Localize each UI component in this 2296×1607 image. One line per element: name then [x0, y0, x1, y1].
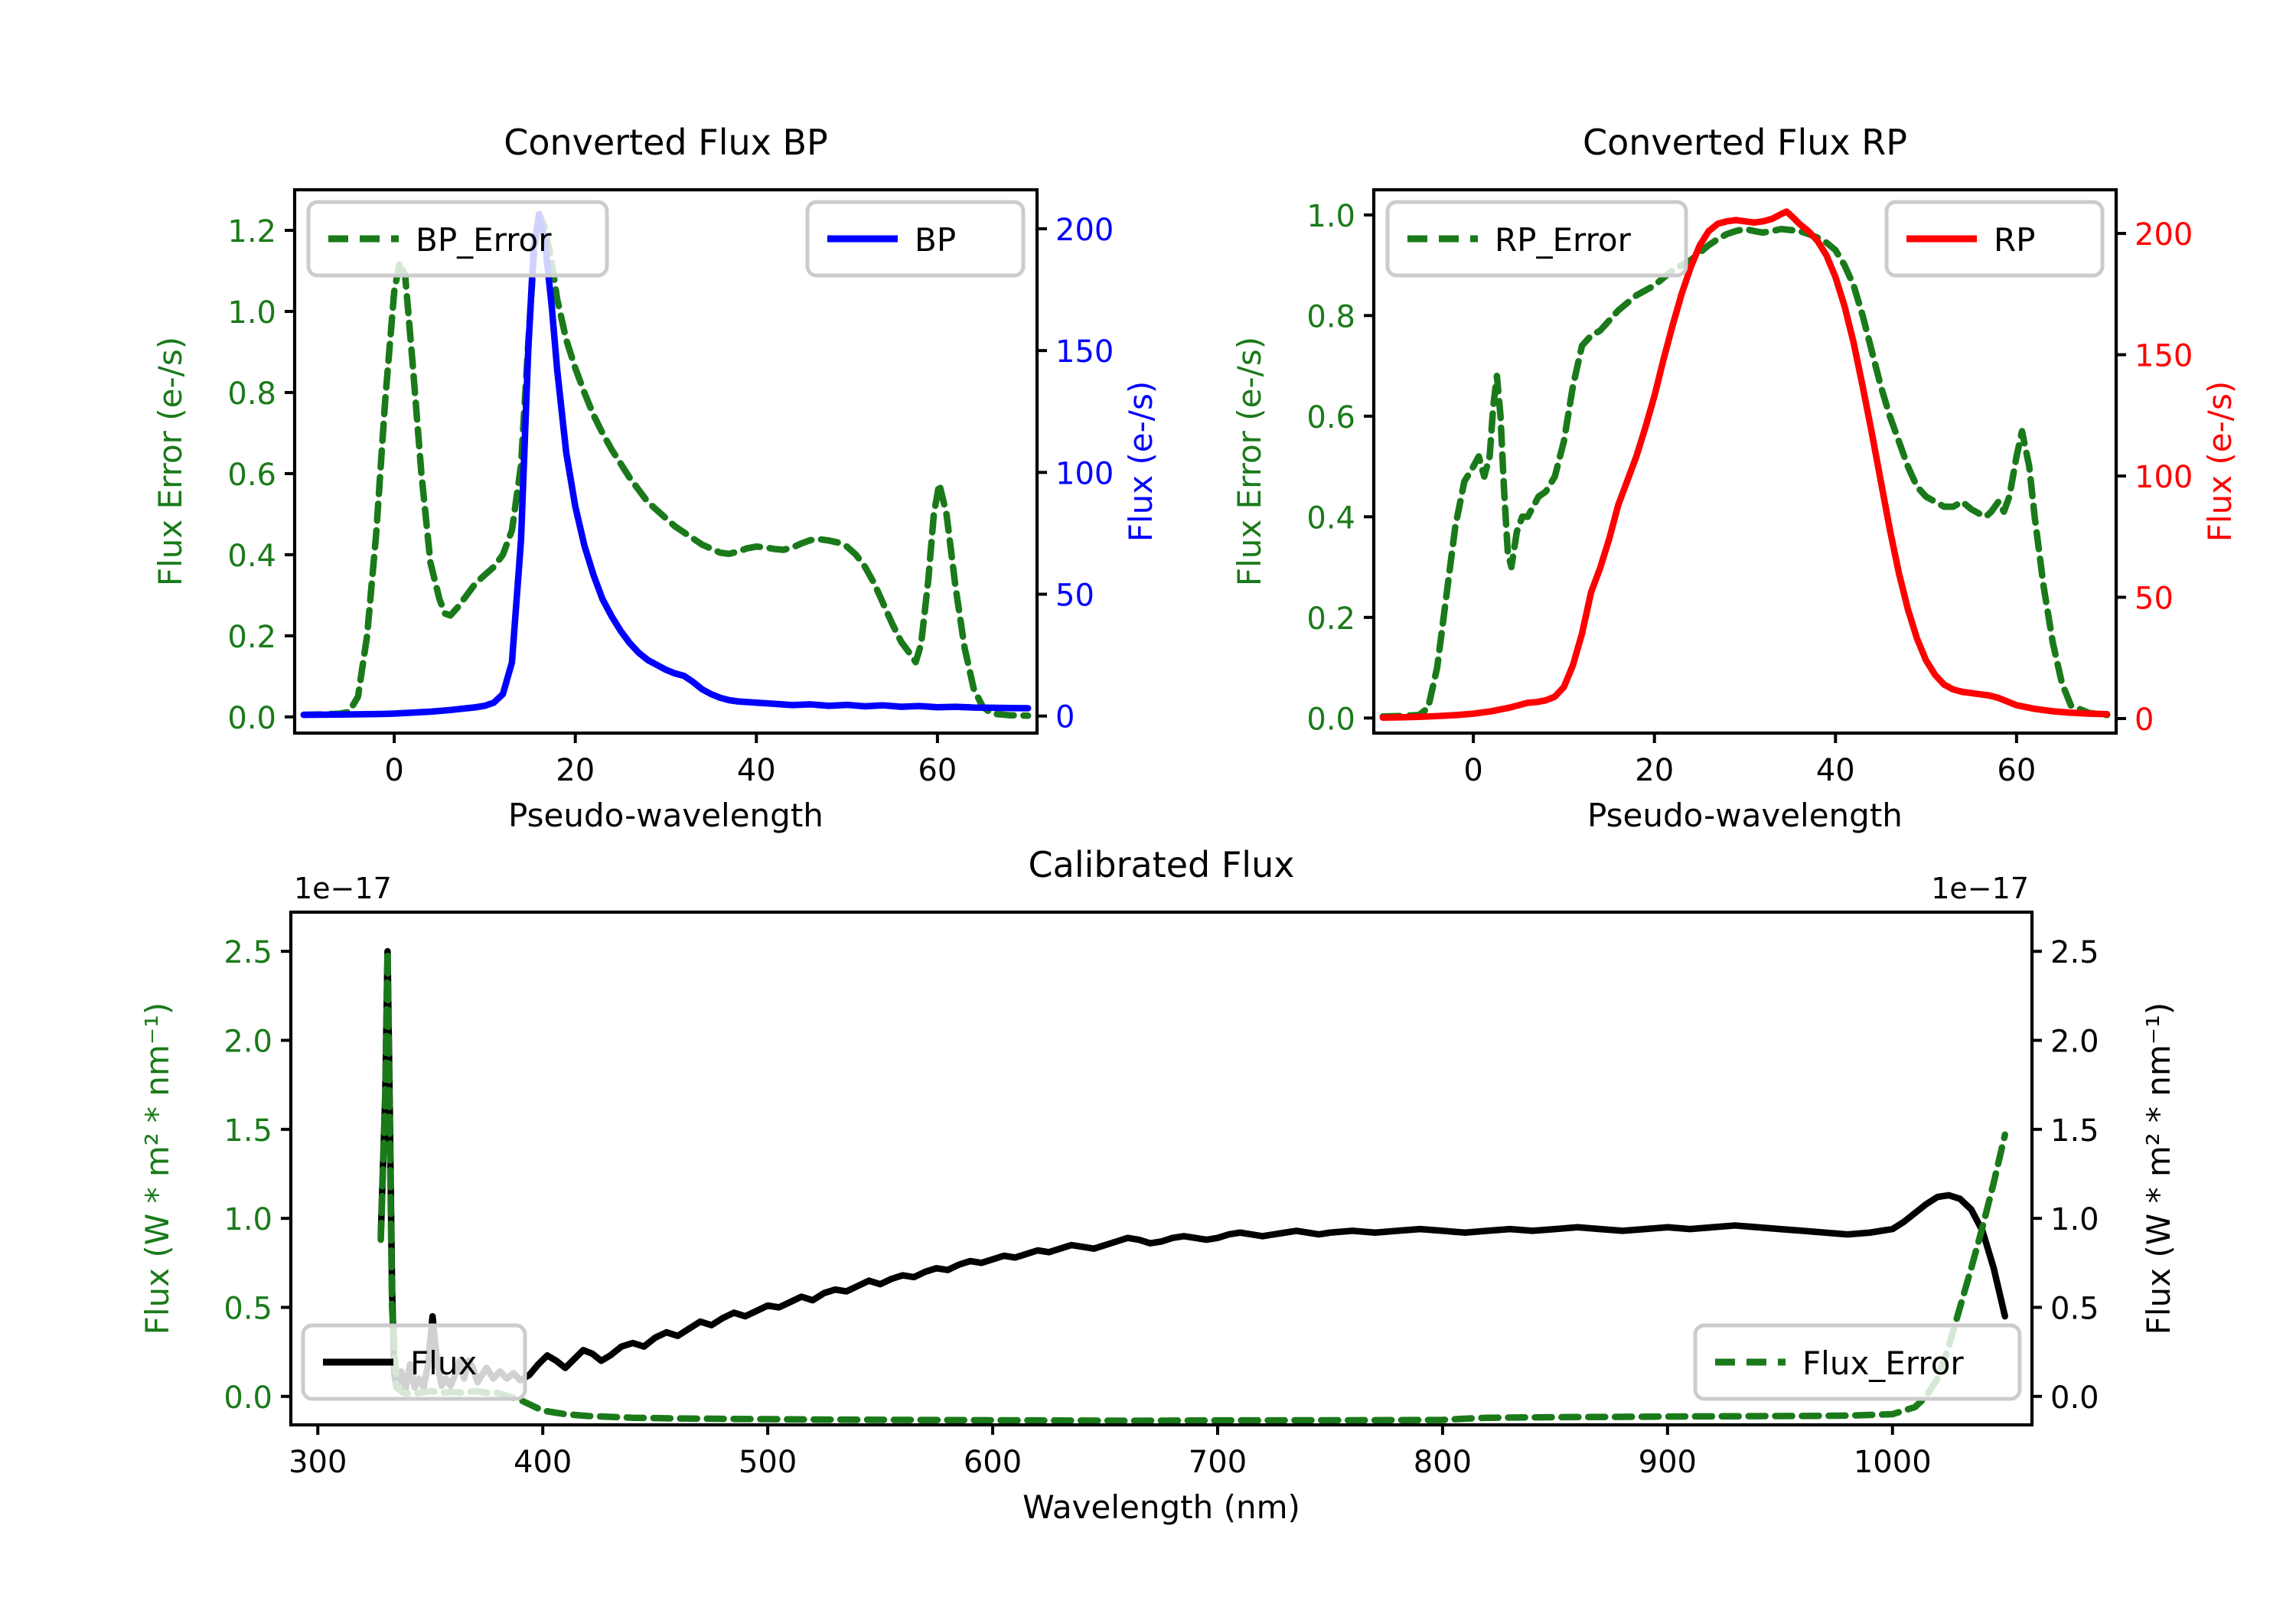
- calibrated-panel-ytick-left-label: 0.0: [223, 1380, 272, 1416]
- bp-panel-axes-frame: [292, 187, 1039, 735]
- calibrated-panel-legend-label-error: Flux_Error: [1802, 1345, 1964, 1382]
- rp-panel-ytick-left-label: 0.8: [1306, 299, 1355, 334]
- calibrated-panel-xtick-label: 500: [739, 1445, 797, 1480]
- calibrated-panel-legend-box-error: [1693, 1323, 2022, 1401]
- bp-panel-legend-label-error: BP_Error: [416, 221, 552, 259]
- calibrated-panel-xtick-label: 800: [1414, 1445, 1472, 1480]
- calibrated-panel-xtick-label: 700: [1189, 1445, 1247, 1480]
- rp-panel-ytick-left-label: 0.0: [1306, 702, 1355, 737]
- rp-panel-ytick-right-label: 0: [2135, 702, 2154, 738]
- calibrated-panel-ytick-left-label: 2.5: [223, 935, 272, 970]
- calibrated-panel-offset-left: 1e−17: [294, 872, 392, 905]
- calibrated-panel-xtick-label: 1000: [1854, 1445, 1932, 1480]
- rp-panel-ylabel-right: Flux (e-/s): [2201, 381, 2239, 542]
- rp-panel-legend-box-flux: [1884, 200, 2105, 278]
- calibrated-panel-ylabel-right: Flux (W * m² * nm⁻¹): [2140, 1002, 2177, 1335]
- calibrated-panel-ytick-left-label: 2.0: [223, 1025, 272, 1060]
- rp-panel-ytick-left-label: 1.0: [1306, 199, 1355, 234]
- rp-panel-legend-flux: RP: [1884, 200, 2105, 278]
- bp-panel-ytick-left-label: 0.4: [227, 539, 276, 574]
- calibrated-panel-title: Calibrated Flux: [1029, 844, 1295, 885]
- calibrated-panel-legend-box-flux: [301, 1323, 527, 1401]
- calibrated-panel-axes-frame: [289, 910, 2034, 1427]
- rp-panel-ytick-right-label: 150: [2135, 339, 2193, 374]
- bp-panel-ytick-left-label: 0.2: [227, 620, 276, 655]
- rp-panel-axes-frame: [1371, 187, 2118, 735]
- bp-panel-title: Converted Flux BP: [504, 122, 828, 163]
- rp-panel-ytick-left-label: 0.4: [1306, 500, 1355, 536]
- rp-panel-xlabel: Pseudo-wavelength: [1587, 797, 1903, 834]
- rp-panel-xtick-label: 0: [1463, 753, 1482, 788]
- rp-panel-ytick-right-label: 50: [2135, 582, 2174, 617]
- rp-panel-legend-error: RP_Error: [1385, 200, 1688, 278]
- calibrated-panel-ytick-left-label: 0.5: [223, 1291, 272, 1326]
- bp-panel-xtick-label: 20: [556, 753, 595, 788]
- rp-panel-xtick-label: 60: [1997, 753, 2036, 788]
- bp-panel: Converted Flux BP 0 20 40 60 Pseudo-wavelengt…: [152, 122, 1159, 834]
- bp-panel-ytick-right-label: 150: [1055, 334, 1114, 370]
- calibrated-panel-offset-right: 1e−17: [1931, 872, 2029, 905]
- calibrated-panel-ytick-right-label: 2.5: [2050, 935, 2099, 970]
- bp-panel-legend-label-flux: BP: [915, 221, 956, 259]
- calibrated-panel-ytick-right-label: 0.0: [2050, 1380, 2099, 1416]
- calibrated-panel-ytick-left-label: 1.5: [223, 1113, 272, 1149]
- bp-panel-series-bp-error: [300, 210, 1032, 719]
- bp-panel-ytick-left-label: 1.2: [227, 214, 276, 249]
- calibrated-panel-xtick-label: 900: [1639, 1445, 1697, 1480]
- rp-panel-ytick-left-label: 0.6: [1306, 400, 1355, 435]
- rp-panel-series-rp-error: [1379, 226, 2111, 720]
- bp-panel-legend-box-error: [306, 200, 609, 278]
- calibrated-panel: Calibrated Flux 300 400 500 600 700 800 900 1000…: [139, 844, 2177, 1526]
- calibrated-panel-ytick-right-label: 0.5: [2050, 1291, 2099, 1326]
- calibrated-panel-xtick-label: 300: [289, 1445, 347, 1480]
- rp-panel-xtick-label: 20: [1635, 753, 1674, 788]
- rp-panel-ylabel-left: Flux Error (e-/s): [1231, 337, 1268, 586]
- rp-panel-ytick-left-label: 0.2: [1306, 601, 1355, 637]
- rp-panel-legend-box-error: [1385, 200, 1688, 278]
- calibrated-panel-ylabel-left: Flux (W * m² * nm⁻¹): [139, 1002, 176, 1335]
- bp-panel-ytick-left-label: 0.8: [227, 376, 276, 412]
- bp-panel-legend-error: BP_Error: [306, 200, 609, 278]
- rp-panel-title: Converted Flux RP: [1583, 122, 1907, 163]
- calibrated-panel-legend-error: Flux_Error: [1693, 1323, 2022, 1401]
- calibrated-panel-ytick-right-label: 2.0: [2050, 1025, 2099, 1060]
- rp-panel-series-rp: [1379, 208, 2111, 721]
- rp-panel-ytick-right-label: 100: [2135, 460, 2193, 495]
- calibrated-panel-ytick-right-label: 1.0: [2050, 1202, 2099, 1237]
- bp-panel-xtick-label: 60: [918, 753, 957, 788]
- rp-panel-ytick-right-label: 200: [2135, 217, 2193, 253]
- calibrated-panel-xtick-label: 400: [514, 1445, 572, 1480]
- bp-panel-ylabel-left: Flux Error (e-/s): [152, 337, 189, 586]
- bp-panel-series-bp: [300, 210, 1032, 719]
- bp-panel-xlabel: Pseudo-wavelength: [508, 797, 823, 834]
- rp-panel-legend-label-flux: RP: [1994, 221, 2036, 259]
- bp-panel-legend-box-flux: [805, 200, 1026, 278]
- rp-panel: Converted Flux RP 0 20 40 60 Pseudo-wavelengt…: [1231, 122, 2239, 834]
- bp-panel-ytick-right-label: 100: [1055, 456, 1114, 491]
- bp-panel-legend-flux: BP: [805, 200, 1026, 278]
- bp-panel-ylabel-right: Flux (e-/s): [1122, 381, 1159, 542]
- bp-panel-ytick-right-label: 0: [1055, 700, 1075, 735]
- bp-panel-xtick-label: 0: [384, 753, 403, 788]
- calibrated-panel-xtick-label: 600: [964, 1445, 1022, 1480]
- calibrated-panel-xlabel: Wavelength (nm): [1022, 1488, 1300, 1526]
- calibrated-panel-legend-flux: Flux: [301, 1323, 527, 1401]
- bp-panel-xtick-label: 40: [737, 753, 776, 788]
- rp-panel-legend-label-error: RP_Error: [1495, 221, 1632, 259]
- calibrated-panel-legend-label-flux: Flux: [410, 1345, 477, 1382]
- calibrated-panel-ytick-right-label: 1.5: [2050, 1113, 2099, 1149]
- bp-panel-ytick-right-label: 200: [1055, 213, 1114, 248]
- rp-panel-xtick-label: 40: [1816, 753, 1855, 788]
- bp-panel-ytick-right-label: 50: [1055, 579, 1094, 614]
- bp-panel-ytick-left-label: 1.0: [227, 295, 276, 331]
- bp-panel-ytick-left-label: 0.0: [227, 701, 276, 736]
- calibrated-panel-ytick-left-label: 1.0: [223, 1202, 272, 1237]
- bp-panel-ytick-left-label: 0.6: [227, 458, 276, 493]
